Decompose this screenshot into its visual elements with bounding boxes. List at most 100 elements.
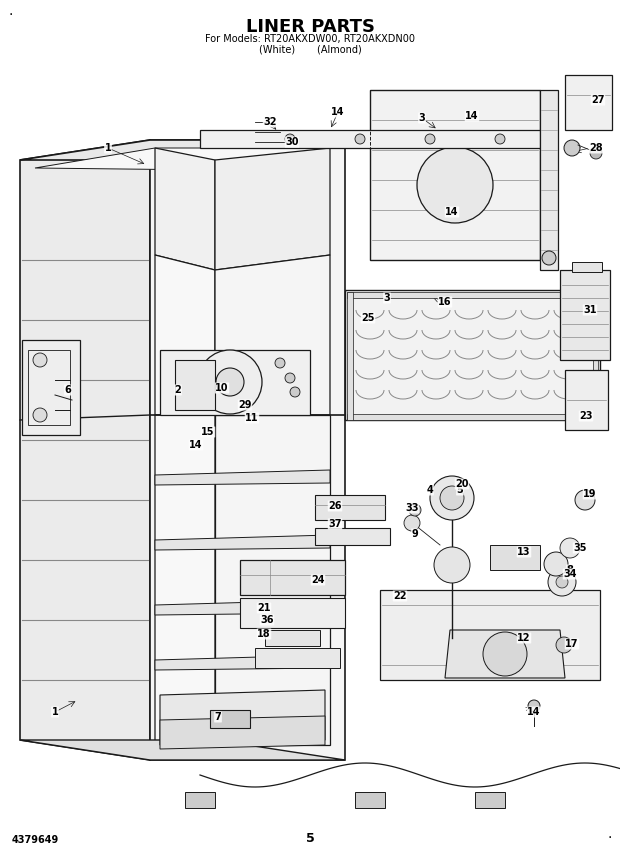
Text: 33: 33 <box>405 503 419 513</box>
Text: 6: 6 <box>64 385 71 395</box>
Text: 27: 27 <box>591 95 604 105</box>
Text: 13: 13 <box>517 547 531 557</box>
Polygon shape <box>315 528 390 545</box>
Text: 10: 10 <box>215 383 229 393</box>
Polygon shape <box>345 290 600 420</box>
Text: 5: 5 <box>306 832 314 845</box>
Polygon shape <box>20 140 345 160</box>
Text: 22: 22 <box>393 591 407 601</box>
Text: 21: 21 <box>257 603 271 613</box>
Polygon shape <box>160 716 325 749</box>
Polygon shape <box>240 598 345 628</box>
Polygon shape <box>565 75 612 130</box>
Circle shape <box>285 134 295 144</box>
Text: 8: 8 <box>567 565 574 575</box>
Polygon shape <box>155 148 215 270</box>
Text: 3: 3 <box>384 293 391 303</box>
Text: 4: 4 <box>427 485 433 495</box>
Circle shape <box>275 358 285 368</box>
Text: 24: 24 <box>311 575 325 585</box>
Circle shape <box>590 147 602 159</box>
Polygon shape <box>22 340 80 435</box>
Polygon shape <box>155 600 330 615</box>
Polygon shape <box>210 710 250 728</box>
Text: 19: 19 <box>583 489 596 499</box>
Polygon shape <box>35 148 330 170</box>
Polygon shape <box>355 792 385 808</box>
Polygon shape <box>200 130 540 148</box>
Polygon shape <box>315 495 385 520</box>
Text: 1: 1 <box>51 707 58 717</box>
Polygon shape <box>593 292 598 420</box>
Text: 23: 23 <box>579 411 593 421</box>
Text: 29: 29 <box>238 400 252 410</box>
Polygon shape <box>347 414 598 420</box>
Text: 1: 1 <box>105 143 112 153</box>
Circle shape <box>198 350 262 414</box>
Polygon shape <box>347 292 353 420</box>
Text: For Models: RT20AKXDW00, RT20AKXDN00: For Models: RT20AKXDW00, RT20AKXDN00 <box>205 34 415 44</box>
Polygon shape <box>347 292 598 298</box>
Text: 18: 18 <box>257 629 271 639</box>
Circle shape <box>290 387 300 397</box>
Polygon shape <box>565 370 608 430</box>
Polygon shape <box>160 690 325 745</box>
Circle shape <box>564 140 580 156</box>
Circle shape <box>404 515 420 531</box>
Text: 25: 25 <box>361 313 374 323</box>
Circle shape <box>33 408 47 422</box>
Polygon shape <box>215 148 330 270</box>
Text: (White)       (Almond): (White) (Almond) <box>259 44 361 54</box>
Text: 34: 34 <box>563 569 577 579</box>
Text: 9: 9 <box>412 529 418 539</box>
Polygon shape <box>265 630 320 646</box>
Circle shape <box>425 134 435 144</box>
Text: ·: · <box>8 8 12 22</box>
Circle shape <box>33 353 47 367</box>
Polygon shape <box>370 90 540 260</box>
Text: 20: 20 <box>455 479 469 489</box>
Circle shape <box>556 576 568 588</box>
Circle shape <box>548 568 576 596</box>
Circle shape <box>560 538 580 558</box>
Text: 3: 3 <box>418 113 425 123</box>
Polygon shape <box>540 90 558 270</box>
Polygon shape <box>215 255 330 415</box>
Polygon shape <box>572 262 602 272</box>
Polygon shape <box>445 630 565 678</box>
Polygon shape <box>160 350 310 415</box>
Text: 37: 37 <box>328 519 342 529</box>
Text: 36: 36 <box>260 615 274 625</box>
Circle shape <box>542 251 556 265</box>
Circle shape <box>417 147 493 223</box>
Polygon shape <box>380 590 600 680</box>
Circle shape <box>544 552 568 576</box>
Polygon shape <box>20 140 150 760</box>
Polygon shape <box>175 360 215 410</box>
Text: 11: 11 <box>246 413 259 423</box>
Polygon shape <box>475 792 505 808</box>
Text: 2: 2 <box>175 385 182 395</box>
Circle shape <box>483 632 527 676</box>
Text: 14: 14 <box>331 107 345 117</box>
Text: 26: 26 <box>328 501 342 511</box>
Polygon shape <box>185 792 215 808</box>
Text: 15: 15 <box>202 427 215 437</box>
Polygon shape <box>150 140 345 760</box>
Polygon shape <box>240 560 345 595</box>
Circle shape <box>409 504 421 516</box>
Text: 14: 14 <box>445 207 459 217</box>
Polygon shape <box>490 545 540 570</box>
Text: 35: 35 <box>574 543 587 553</box>
Text: LINER PARTS: LINER PARTS <box>246 18 374 36</box>
Polygon shape <box>20 740 345 760</box>
Polygon shape <box>560 270 610 360</box>
Circle shape <box>434 547 470 583</box>
Circle shape <box>495 134 505 144</box>
Polygon shape <box>155 535 330 550</box>
Polygon shape <box>155 255 215 415</box>
Polygon shape <box>155 415 215 750</box>
Polygon shape <box>155 655 330 670</box>
Text: 7: 7 <box>215 712 221 722</box>
Circle shape <box>285 373 295 383</box>
